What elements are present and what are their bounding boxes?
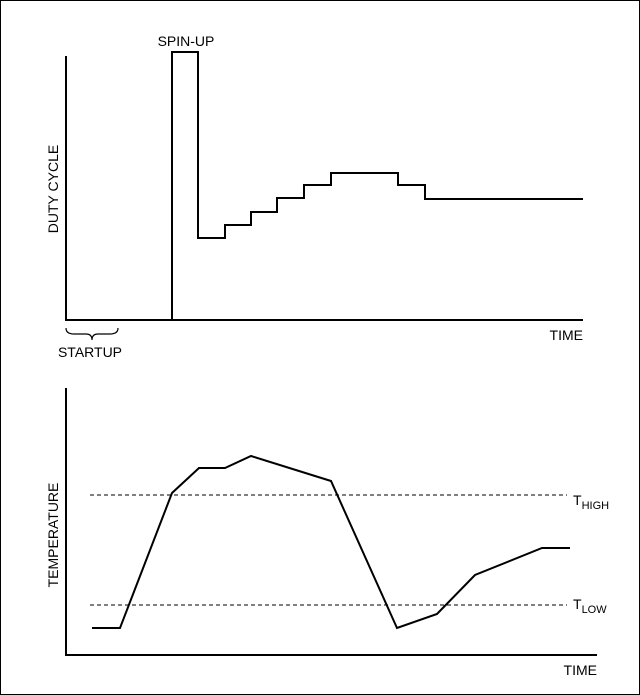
duty-cycle-trace <box>66 51 583 321</box>
startup-label: STARTUP <box>58 344 122 360</box>
startup-brace <box>65 327 119 341</box>
t-high-label: THIGH <box>573 492 609 512</box>
duty-cycle-x-label: TIME <box>550 327 583 343</box>
temperature-x-label: TIME <box>564 662 597 678</box>
spin-up-label: SPIN-UP <box>158 33 215 49</box>
temperature-panel: TEMPERATURE TIME THIGH TLOW <box>45 388 609 678</box>
t-high-subscript: HIGH <box>582 500 610 512</box>
duty-cycle-y-label: DUTY CYCLE <box>45 145 61 233</box>
t-high-main: T <box>573 492 582 508</box>
t-low-subscript: LOW <box>582 604 608 616</box>
temperature-trace <box>92 454 570 630</box>
t-low-label: TLOW <box>573 596 607 616</box>
duty-cycle-axes <box>65 56 583 321</box>
t-low-main: T <box>573 596 582 612</box>
duty-cycle-panel: DUTY CYCLE TIME SPIN-UP STARTUP <box>45 33 583 360</box>
temperature-axes <box>65 388 597 656</box>
temperature-y-label: TEMPERATURE <box>45 483 61 588</box>
